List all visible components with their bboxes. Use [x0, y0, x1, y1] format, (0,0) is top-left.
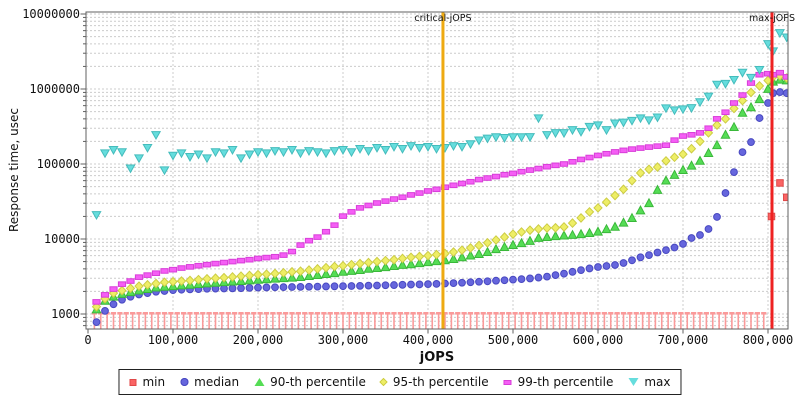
y-tick-label: 10000: [44, 232, 80, 246]
legend-item-median: median: [180, 375, 239, 389]
square-marker-icon: [129, 378, 137, 386]
legend-label: max: [644, 375, 671, 389]
triangle-down-marker-icon: [628, 378, 639, 386]
series-max: [91, 29, 788, 221]
x-axis-title: jOPS: [419, 350, 455, 365]
y-tick-label: 1000: [51, 307, 80, 321]
legend-item-99-th-percentile: 99-th percentile: [503, 375, 614, 389]
max-jOPS-label: max-jOPS: [749, 13, 795, 24]
legend-item-max: max: [628, 375, 671, 389]
x-tick-label: 400,000: [403, 333, 454, 347]
legend-label: 95-th percentile: [392, 375, 489, 389]
triangle-up-marker-icon: [254, 378, 265, 386]
series-99-th-percentile: [92, 69, 788, 305]
legend-label: 99-th percentile: [517, 375, 614, 389]
x-tick-label: 0: [84, 333, 91, 347]
legend-item-90-th-percentile: 90-th percentile: [254, 375, 366, 389]
y-tick-label: 10000000: [22, 7, 80, 21]
legend-item-95-th-percentile: 95-th percentile: [379, 375, 489, 389]
series-median: [92, 88, 788, 326]
x-tick-label: 700,000: [658, 333, 709, 347]
x-tick-label: 300,000: [318, 333, 369, 347]
y-tick-label: 100000: [37, 157, 80, 171]
legend-label: 90-th percentile: [270, 375, 366, 389]
critical-jOPS-label: critical-jOPS: [414, 13, 471, 24]
diamond-marker-icon: [379, 377, 389, 387]
x-tick-label: 800,000: [743, 333, 794, 347]
series-90-th-percentile: [91, 74, 788, 314]
x-tick-label: 600,000: [573, 333, 624, 347]
y-axis-title: Response time, usec: [7, 107, 21, 233]
plot-border: [85, 11, 789, 330]
series-min-clipped-ticks: [91, 312, 767, 329]
x-tick-label: 200,000: [233, 333, 284, 347]
circle-marker-icon: [180, 378, 189, 386]
x-tick-label: 500,000: [488, 333, 539, 347]
gridlines: [86, 12, 788, 329]
rect-marker-icon: [503, 379, 512, 385]
legend-label: min: [142, 375, 166, 389]
x-tick-label: 100,000: [148, 333, 199, 347]
legend-item-min: min: [129, 375, 165, 389]
y-tick-label: 1000000: [29, 82, 80, 96]
legend: min median 90-th percentile 95-th percentil…: [118, 369, 682, 395]
legend-label: median: [194, 375, 240, 389]
axis-ticks: [80, 13, 769, 334]
